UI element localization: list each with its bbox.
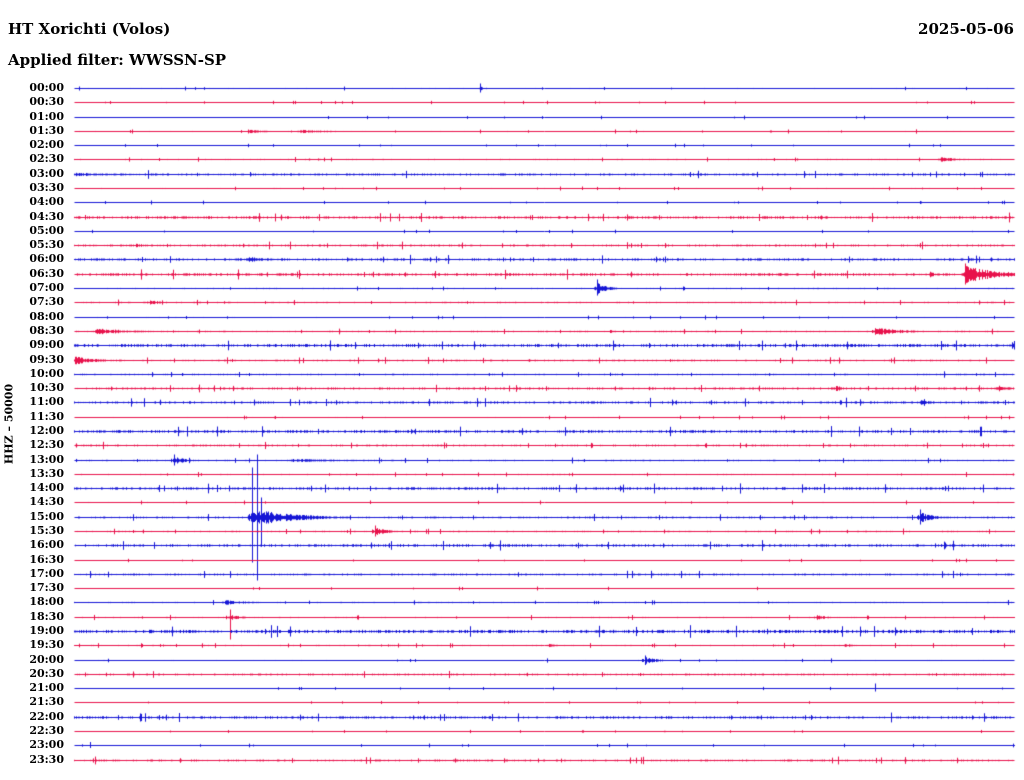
time-label: 02:00	[29, 138, 64, 151]
time-label: 04:30	[29, 210, 64, 223]
station-title: HT Xorichti (Volos)	[8, 20, 171, 38]
time-label: 06:00	[29, 252, 64, 265]
time-label: 00:30	[29, 95, 64, 108]
time-label: 12:00	[29, 424, 64, 437]
time-label: 19:30	[29, 638, 64, 651]
time-label: 21:30	[29, 695, 64, 708]
time-label: 16:30	[29, 553, 64, 566]
time-label: 05:00	[29, 224, 64, 237]
time-label: 15:30	[29, 524, 64, 537]
time-label: 18:30	[29, 610, 64, 623]
time-label: 14:00	[29, 481, 64, 494]
time-label: 20:30	[29, 667, 64, 680]
time-label: 02:30	[29, 152, 64, 165]
time-label: 01:30	[29, 124, 64, 137]
time-label: 15:00	[29, 510, 64, 523]
time-label: 18:00	[29, 595, 64, 608]
time-label: 21:00	[29, 681, 64, 694]
time-label: 13:30	[29, 467, 64, 480]
time-label: 11:30	[29, 410, 64, 423]
time-label: 23:30	[29, 753, 64, 766]
time-label: 17:30	[29, 581, 64, 594]
time-label: 20:00	[29, 653, 64, 666]
time-label: 07:00	[29, 281, 64, 294]
time-label: 07:30	[29, 295, 64, 308]
time-label: 03:30	[29, 181, 64, 194]
time-label: 13:00	[29, 453, 64, 466]
time-label: 14:30	[29, 495, 64, 508]
time-label: 09:00	[29, 338, 64, 351]
time-label: 23:00	[29, 738, 64, 751]
filter-label: Applied filter: WWSSN-SP	[8, 51, 227, 69]
time-label: 03:00	[29, 167, 64, 180]
time-label: 19:00	[29, 624, 64, 637]
time-label: 06:30	[29, 267, 64, 280]
time-label: 11:00	[29, 395, 64, 408]
time-label: 04:00	[29, 195, 64, 208]
time-label: 05:30	[29, 238, 64, 251]
time-label: 22:00	[29, 710, 64, 723]
time-label: 10:00	[29, 367, 64, 380]
time-label: 12:30	[29, 438, 64, 451]
time-label: 22:30	[29, 724, 64, 737]
time-label: 09:30	[29, 353, 64, 366]
time-label: 08:00	[29, 310, 64, 323]
plot-date: 2025-05-06	[918, 20, 1014, 38]
time-label: 08:30	[29, 324, 64, 337]
time-label: 16:00	[29, 538, 64, 551]
time-label: 17:00	[29, 567, 64, 580]
time-label: 10:30	[29, 381, 64, 394]
time-label: 01:00	[29, 110, 64, 123]
time-label: 00:00	[29, 81, 64, 94]
